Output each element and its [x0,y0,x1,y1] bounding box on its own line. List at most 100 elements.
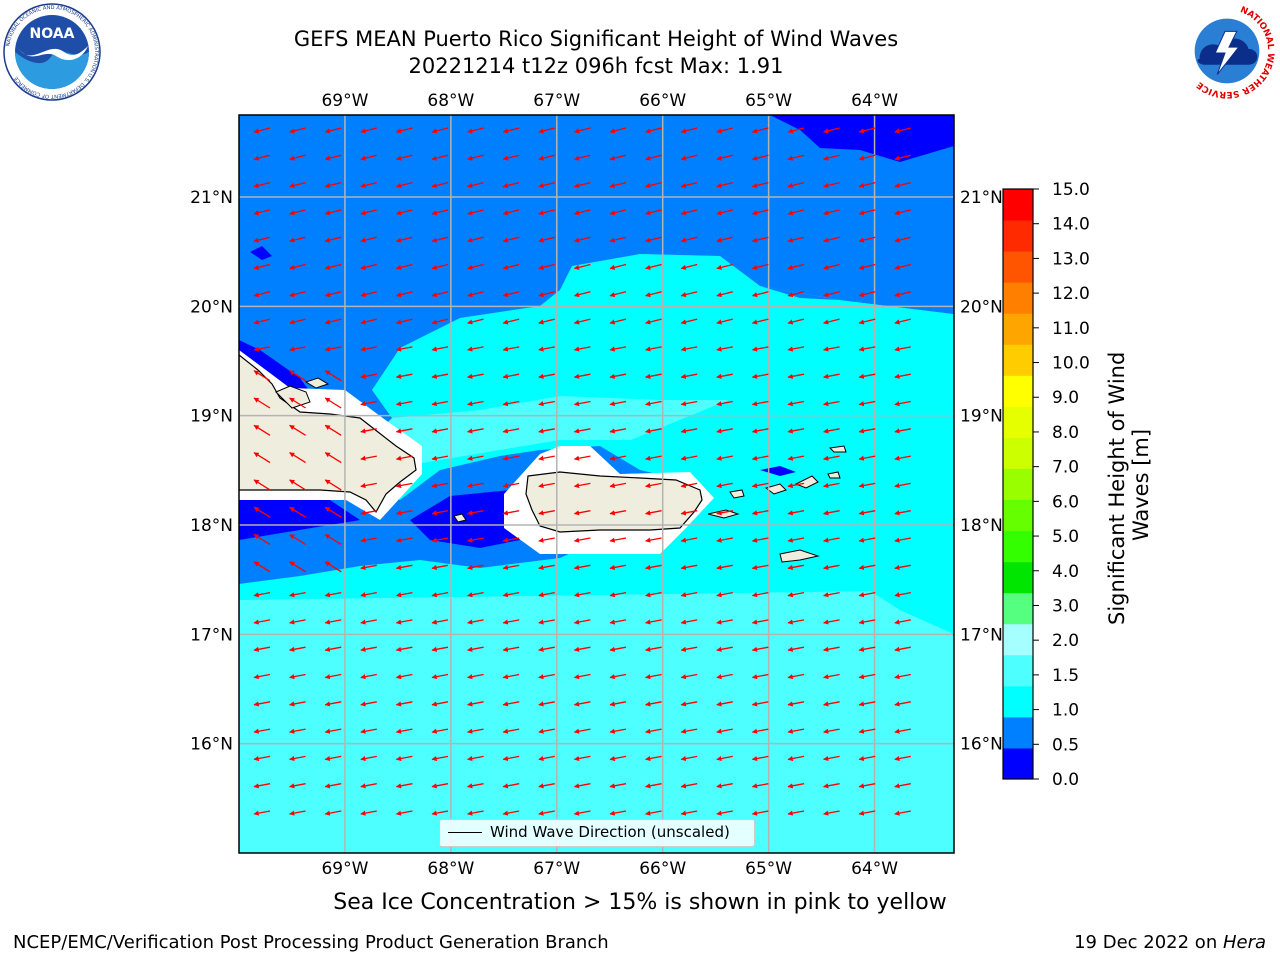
wave-arrow [467,537,484,543]
wave-arrow [538,263,555,270]
wave-arrow [431,181,449,188]
wave-arrow [751,591,769,598]
wave-arrow [894,400,911,407]
wave-arrow [823,236,840,243]
wave-arrow [751,291,769,298]
wave-arrow [573,263,591,270]
wave-arrow [467,591,484,598]
wave-arrow [253,236,271,243]
wave-arrow [751,728,769,734]
wave-arrow [716,346,733,352]
wave-arrow [609,619,627,625]
wave-arrow [823,373,840,379]
wave-arrow [751,400,769,407]
wave-arrow [538,564,555,570]
wave-arrow [324,479,342,491]
wave-arrow [751,537,769,543]
wave-arrow [680,728,698,734]
colorbar-tick-label: 8.0 [1052,423,1079,443]
wave-arrow [609,728,627,734]
wave-arrow [395,673,413,680]
wave-arrow [467,701,484,707]
wave-arrow [609,455,627,461]
wave-arrow [716,646,733,652]
wave-arrow [858,564,876,570]
wave-arrow [289,370,306,382]
wave-arrow [467,318,484,325]
wave-arrow [502,291,520,298]
wave-arrow [680,510,698,516]
wave-arrow [538,673,555,680]
colorbar-tick-label: 4.0 [1052,562,1079,582]
wave-arrow [751,455,769,461]
wave-arrow [289,783,306,789]
wave-arrow [253,291,271,298]
wave-arrow [645,783,662,789]
wave-arrow [680,400,698,407]
wave-arrow [858,646,876,652]
wave-arrow [716,755,733,762]
wave-arrow [823,318,840,325]
wave-arrow [751,209,769,216]
wave-arrow [787,209,805,216]
wave-arrow [324,673,342,680]
lon-label-top: 66°W [639,91,686,111]
wave-arrow [680,673,698,680]
lat-label-right: 20°N [960,297,1003,317]
wave-arrow [324,701,342,707]
colorbar [1002,188,1034,780]
wave-arrow [894,318,911,325]
wave-arrow [716,400,733,407]
wave-arrow [324,506,342,518]
wave-arrow [538,181,555,188]
lon-label-top: 68°W [427,91,474,111]
wave-arrow [645,537,662,543]
wave-arrow [253,619,271,625]
wave-arrow [253,479,271,491]
wave-arrow [502,346,520,352]
wave-arrow [645,400,662,407]
wave-arrow [395,209,413,216]
wave-arrow [395,591,413,598]
wave-arrow [467,510,484,516]
colorbar-segment [1003,499,1033,532]
wave-arrow [324,209,342,216]
wave-arrow [538,510,555,516]
lat-label-left: 19°N [190,407,233,427]
wave-arrow [538,591,555,598]
wave-arrow [502,154,520,161]
wave-arrow [573,755,591,762]
wave-arrow [431,455,449,461]
wave-arrow [502,209,520,216]
wave-arrow [467,810,484,816]
wave-arrow [289,728,306,734]
wave-arrow [573,236,591,243]
wave-arrow [253,533,271,546]
wave-arrow [645,209,662,216]
wave-arrow [787,619,805,625]
wave-arrow [395,400,413,407]
wave-arrow [324,561,342,573]
wave-arrow [894,154,911,161]
wave-arrow [894,564,911,570]
wave-arrow [716,428,733,434]
wave-arrow [573,127,591,134]
wave-arrow [751,564,769,570]
wave-arrow [395,510,413,516]
wave-arrow [324,263,342,270]
lat-label-right: 21°N [960,188,1003,208]
wave-arrow [573,373,591,379]
lon-label-bottom: 65°W [745,859,792,879]
wave-arrow [289,619,306,625]
wave-arrow [538,154,555,161]
wave-arrow [431,154,449,161]
wave-arrow [431,346,449,352]
wave-arrow [253,127,271,134]
lat-label-left: 16°N [190,735,233,755]
wave-arrow [360,591,377,598]
colorbar-tick-label: 14.0 [1052,215,1090,235]
colorbar-segment [1003,654,1033,687]
wave-arrow [858,318,876,325]
wave-arrow [573,455,591,461]
wave-arrow [324,236,342,243]
